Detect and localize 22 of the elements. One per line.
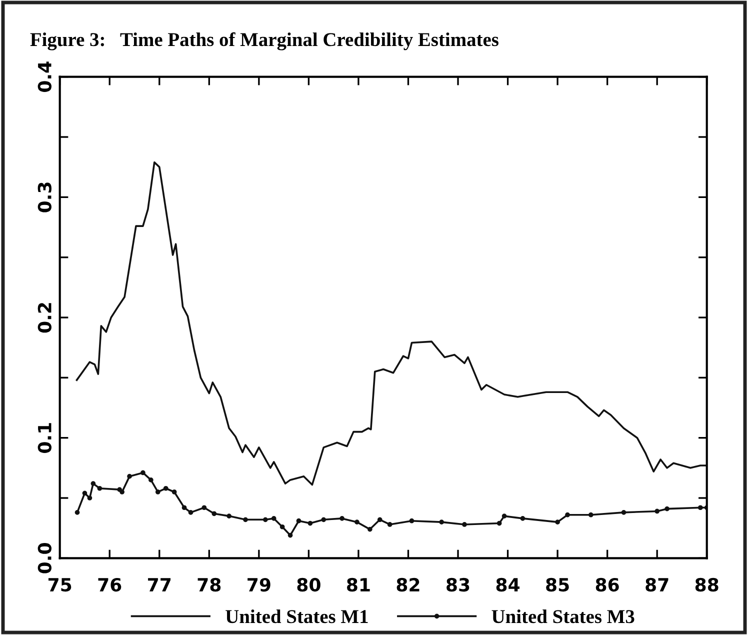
x-tick-label: 84	[496, 578, 520, 592]
x-tick-label: 83	[446, 578, 470, 592]
y-tick-label: 0.1	[38, 423, 52, 453]
x-tick-label: 81	[347, 578, 370, 592]
x-tick-label: 79	[248, 578, 270, 592]
x-tick-label: 80	[297, 578, 320, 592]
x-tick-label: 82	[396, 578, 420, 592]
x-tick-label: 76	[98, 578, 122, 592]
y-tick-label: 0.3	[38, 182, 52, 212]
x-tick-label: 87	[646, 578, 668, 592]
y-tick-label: 0.4	[38, 62, 52, 92]
chart-title: Figure 3: Time Paths of Marginal Credibility Estimates	[30, 32, 498, 50]
y-tick-label: 0.2	[38, 303, 52, 333]
x-tick-label: 86	[596, 578, 619, 592]
y-tick-label: 0.0	[38, 543, 52, 574]
x-tick-label: 85	[546, 578, 569, 592]
x-tick-label: 78	[198, 578, 221, 592]
legend-label: United States M3	[492, 609, 634, 624]
x-tick-label: 75	[48, 578, 72, 592]
legend-label: United States M1	[226, 609, 368, 624]
x-tick-label: 88	[695, 578, 718, 592]
x-tick-label: 77	[148, 578, 171, 592]
